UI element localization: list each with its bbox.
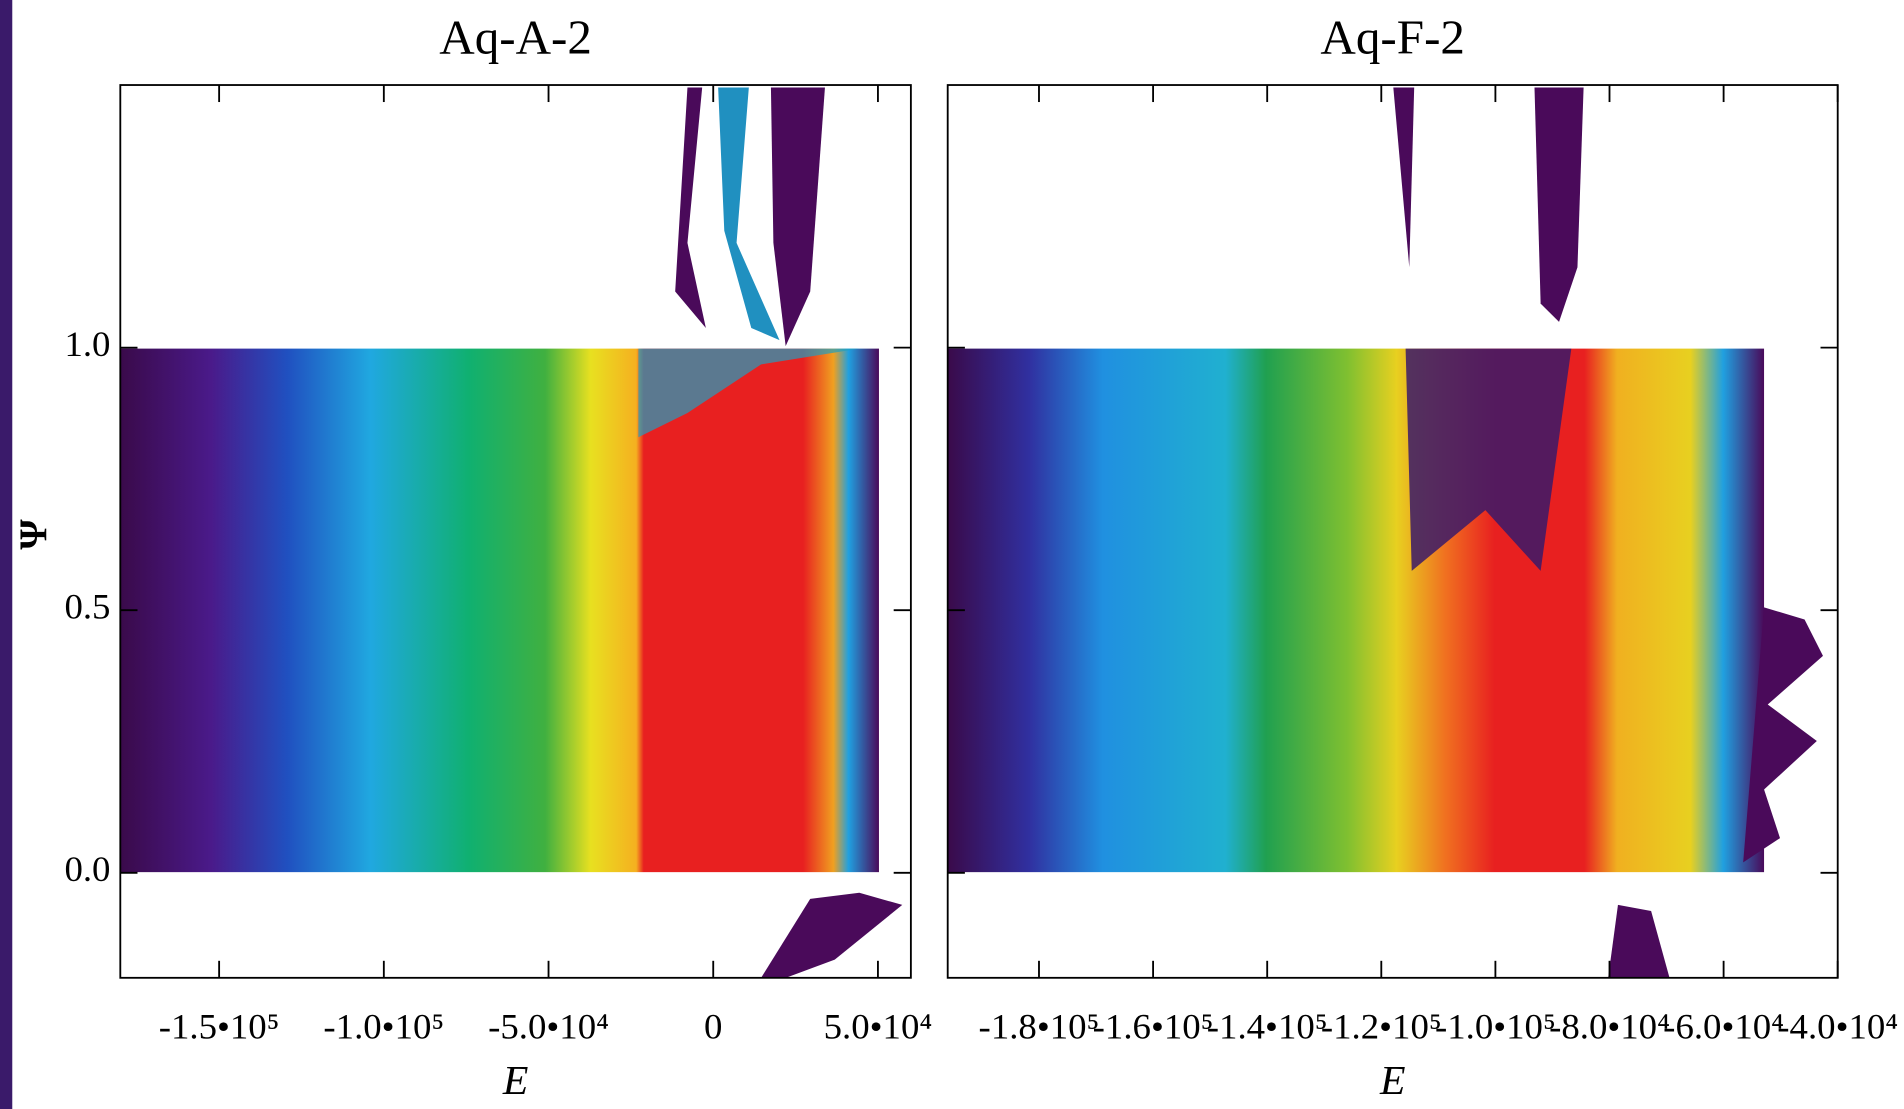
x-tick-label: -8.0•10⁴: [1549, 1006, 1670, 1047]
x-tick-label: -1.0•10⁵: [1435, 1006, 1556, 1047]
density-art: [120, 87, 1823, 978]
x-tick-label: -1.8•10⁵: [979, 1006, 1100, 1047]
x-tick-label: -1.4•10⁵: [1207, 1006, 1328, 1047]
y-tick-label: 0.5: [64, 586, 110, 627]
x-tick-label: 5.0•10⁴: [824, 1006, 933, 1047]
x-axis-label: E: [502, 1057, 528, 1103]
y-tick-label: 1.0: [64, 323, 110, 364]
x-tick-label: 0: [704, 1006, 722, 1047]
plot-frame: [119, 84, 912, 979]
chart-title: Aq-A-2: [439, 10, 592, 65]
chart-title: Aq-F-2: [1320, 10, 1465, 65]
x-tick-label: -1.2•10⁵: [1321, 1006, 1442, 1047]
y-axis-label: Ψ: [12, 519, 55, 550]
x-tick-label: -1.5•10⁵: [159, 1006, 280, 1047]
x-axis-label: E: [1379, 1057, 1405, 1103]
x-tick-label: -4.0•10⁴: [1777, 1006, 1898, 1047]
x-tick-label: -5.0•10⁴: [488, 1006, 609, 1047]
edge-strip: [0, 0, 13, 1109]
x-tick-label: -1.6•10⁵: [1093, 1006, 1214, 1047]
x-tick-label: -6.0•10⁴: [1663, 1006, 1784, 1047]
y-tick-label: 0.0: [64, 848, 110, 889]
plot-frame: [946, 84, 1839, 979]
x-tick-label: -1.0•10⁵: [323, 1006, 444, 1047]
